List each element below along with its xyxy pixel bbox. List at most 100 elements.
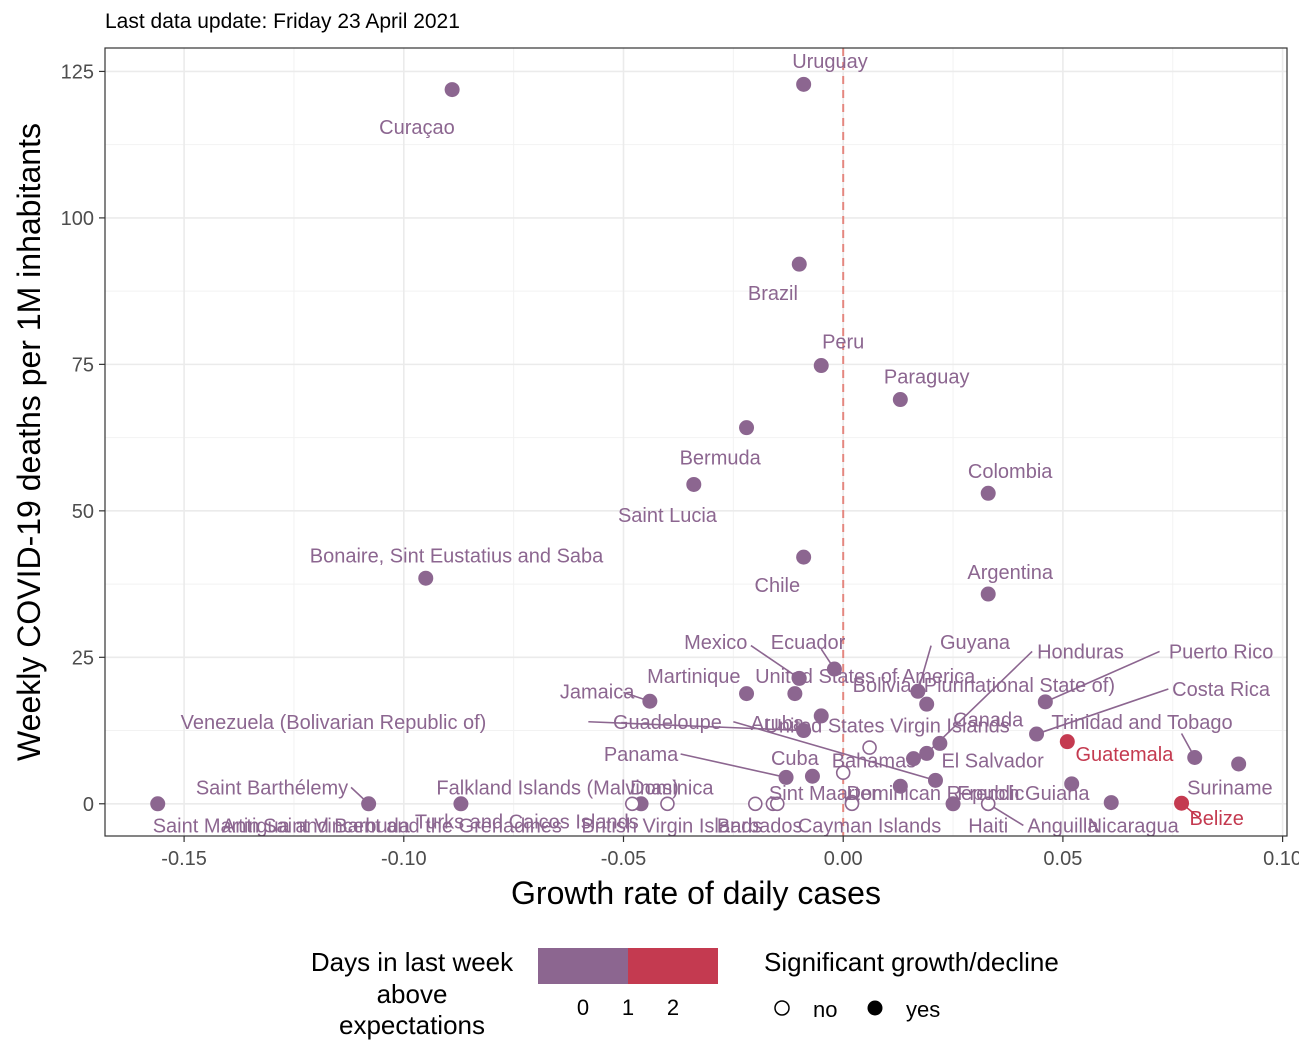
data-label: Peru [822, 332, 864, 354]
legend-color-title-line-3: expectations [339, 1010, 485, 1040]
data-point [862, 740, 877, 755]
legend-color-tick-0: 0 [577, 995, 589, 1020]
data-point [1059, 734, 1075, 750]
data-point [150, 796, 166, 812]
y-axis: 0 25 50 75 100 125 [61, 61, 105, 816]
data-point [791, 256, 807, 272]
data-point [642, 693, 658, 709]
data-label: Canada [953, 709, 1024, 731]
data-label: Colombia [968, 461, 1053, 483]
data-label: Costa Rica [1172, 679, 1271, 701]
data-point [791, 670, 807, 686]
data-point [1103, 795, 1119, 811]
data-label: Bermuda [680, 448, 762, 470]
x-axis: -0.15 -0.10 -0.05 0.00 0.05 0.10 [161, 836, 1299, 870]
data-label: United States Virgin Islands [764, 715, 1009, 737]
data-point [826, 661, 842, 677]
label-leader-line [1045, 650, 1160, 703]
data-point [1064, 776, 1080, 792]
label-leader-line [733, 720, 936, 782]
data-label: Curaçao [379, 117, 455, 139]
x-tick-label: -0.15 [161, 848, 207, 870]
data-point [1187, 749, 1203, 765]
data-labels: Uruguay Curaçao Brazil Peru Paraguay Bermuda S… [153, 51, 1274, 838]
x-tick-label: 0.00 [824, 848, 863, 870]
data-label: Brazil [748, 283, 798, 305]
data-label: Saint Martin [153, 815, 260, 837]
data-label: Mexico [684, 632, 747, 654]
data-point [892, 778, 908, 794]
legend-shape-yes: yes [906, 997, 940, 1022]
label-leader-line [917, 645, 932, 692]
legend-color-swatch-high [628, 948, 718, 984]
data-point [686, 476, 702, 492]
legend-color-tick-1: 1 [622, 995, 634, 1020]
data-label: Belize [1189, 808, 1243, 830]
data-point [739, 420, 755, 436]
label-leader-line [1036, 688, 1169, 735]
legend-open-circle-icon [774, 1000, 790, 1016]
legend-color-title-line-2: above [377, 979, 448, 1009]
data-point [980, 796, 996, 812]
data-label: Dominican Republic [847, 783, 1025, 805]
data-point [778, 769, 794, 785]
data-point [660, 796, 675, 812]
data-label: Dominica [630, 777, 714, 799]
data-point [624, 796, 640, 812]
data-point [453, 796, 469, 812]
data-point [932, 735, 948, 751]
data-label: Honduras [1037, 641, 1124, 663]
data-label: Aruba [751, 713, 805, 735]
data-label: Martinique [647, 666, 740, 688]
data-point [835, 765, 851, 781]
data-label: Bahamas [832, 750, 917, 772]
data-point [980, 586, 996, 602]
data-label: Haiti [968, 815, 1008, 837]
data-label: Guatemala [1075, 744, 1174, 766]
data-label: Bonaire, Sint Eustatius and Saba [310, 545, 604, 567]
y-tick-label: 50 [72, 501, 94, 523]
data-point [1037, 694, 1053, 710]
y-tick-label: 0 [83, 794, 94, 816]
data-label: Panama [604, 744, 679, 766]
y-tick-label: 125 [61, 61, 94, 83]
legend-color-tick-2: 2 [667, 995, 679, 1020]
data-label: Argentina [967, 562, 1053, 584]
y-tick-label: 25 [72, 647, 94, 669]
legend-color-swatch-low [538, 948, 628, 984]
data-label: Cuba [771, 748, 820, 770]
data-point [910, 683, 926, 699]
data-point [1231, 756, 1247, 772]
x-tick-label: 0.10 [1263, 848, 1299, 870]
data-point [796, 76, 812, 92]
label-leader-line [588, 720, 804, 732]
data-label: Puerto Rico [1169, 641, 1274, 663]
data-point [813, 708, 829, 724]
data-point [919, 696, 935, 712]
data-label: Uruguay [792, 51, 868, 73]
data-label: Saint Lucia [618, 505, 718, 527]
x-tick-label: -0.05 [601, 848, 647, 870]
data-point [796, 723, 812, 739]
data-point [1029, 726, 1045, 742]
data-label: Bolivia (Plurinational State of) [853, 675, 1115, 697]
legend-color-title-line-1: Days in last week [311, 947, 514, 977]
data-label: Nicaragua [1088, 815, 1180, 837]
data-point [1174, 795, 1190, 811]
data-label: Venezuela (Bolivarian Republic of) [181, 712, 487, 734]
data-label: Antigua and Barbuda [222, 815, 411, 837]
y-tick-label: 75 [72, 354, 94, 376]
data-label: Guadeloupe [613, 712, 722, 734]
data-point [796, 549, 812, 565]
y-axis-title: Weekly COVID-19 deaths per 1M inhabitant… [11, 123, 47, 761]
data-point [892, 392, 908, 408]
data-point [361, 796, 377, 812]
legend-shape-no: no [813, 997, 837, 1022]
label-leader-line [750, 644, 800, 680]
y-tick-label: 100 [61, 208, 94, 230]
legend-color-title: Days in last week above expectations [311, 947, 514, 1040]
data-label: Jamaica [560, 681, 635, 703]
data-label: Suriname [1187, 777, 1273, 799]
data-point [844, 796, 860, 812]
label-leader-line [926, 650, 1033, 754]
